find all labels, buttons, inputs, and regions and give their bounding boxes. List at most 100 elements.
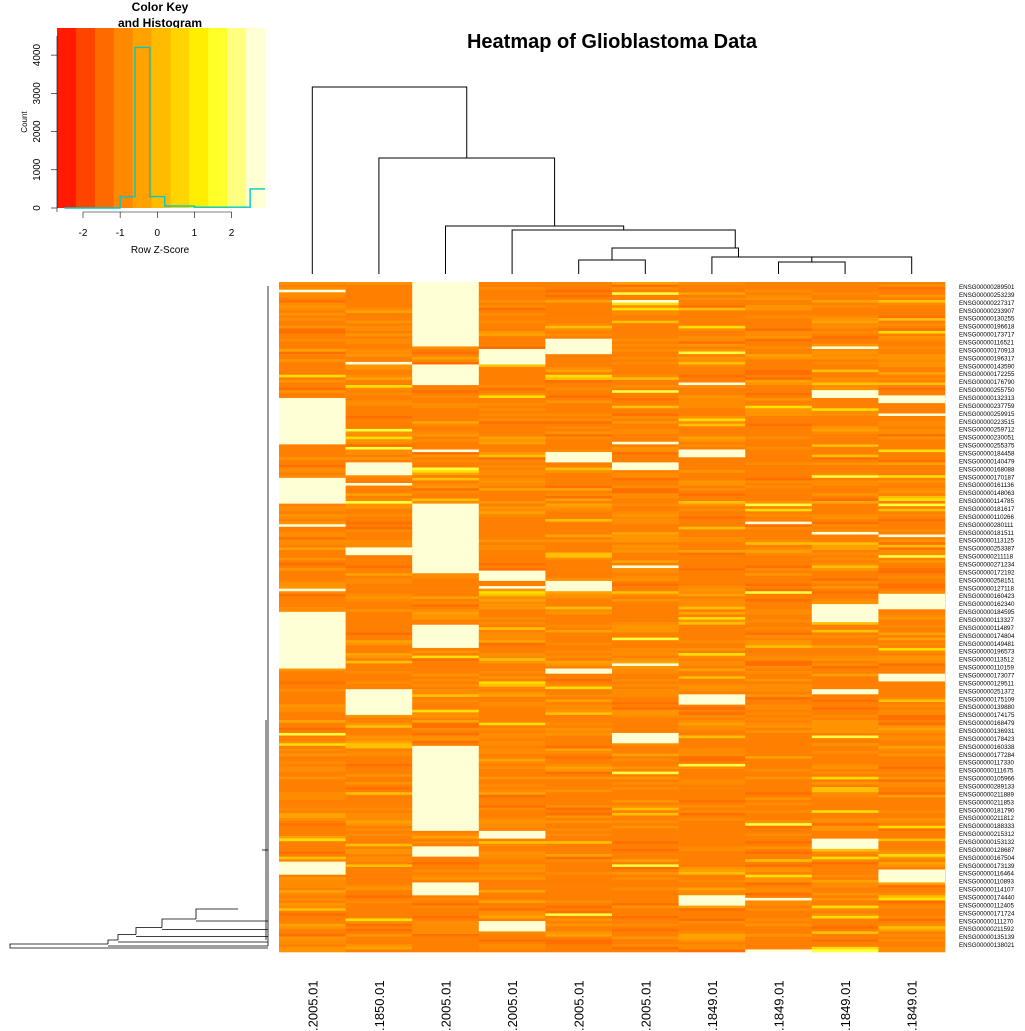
heatmap-cell xyxy=(412,488,480,492)
heatmap-cell-high xyxy=(412,882,479,896)
heatmap-cell xyxy=(878,629,946,633)
heatmap-cell xyxy=(545,374,613,378)
heatmap-cell xyxy=(478,562,546,566)
heatmap-cell xyxy=(412,346,480,350)
heatmap-cell xyxy=(811,418,879,422)
heatmap-cell xyxy=(279,282,346,285)
heatmap-cell xyxy=(878,578,946,582)
heatmap-cell xyxy=(545,480,613,484)
heatmap-cell xyxy=(745,555,813,559)
heatmap-cell xyxy=(345,506,413,510)
heatmap-cell xyxy=(545,624,613,628)
heatmap-cell xyxy=(279,905,346,909)
heatmap-cell xyxy=(878,307,946,311)
heatmap-cell xyxy=(345,751,413,754)
heatmap-cell xyxy=(279,580,346,584)
heatmap-cell xyxy=(811,426,879,430)
heatmap-cell xyxy=(279,452,346,455)
heatmap-cell xyxy=(811,869,879,873)
heatmap-cell xyxy=(745,287,813,291)
heatmap-cell xyxy=(545,769,613,772)
heatmap-cell xyxy=(811,866,879,870)
heatmap-cell xyxy=(745,794,813,798)
heatmap-cell xyxy=(478,660,546,664)
heatmap-cell xyxy=(678,758,746,762)
heatmap-cell xyxy=(678,843,746,847)
heatmap-cell xyxy=(412,454,480,458)
heatmap-cell xyxy=(545,926,613,930)
heatmap-cell xyxy=(545,892,613,896)
heatmap-cell xyxy=(678,632,746,636)
heatmap-cell xyxy=(745,802,813,806)
heatmap-cell xyxy=(279,302,346,306)
column-label: .1849.01 xyxy=(905,980,920,1031)
heatmap-cell xyxy=(678,802,746,806)
heatmap-cell xyxy=(412,606,480,610)
heatmap-cell xyxy=(678,933,746,937)
heatmap-cell xyxy=(811,583,879,587)
heatmap-cell xyxy=(545,882,613,886)
heatmap-cell xyxy=(279,805,346,808)
heatmap-cell xyxy=(745,892,813,896)
heatmap-cell xyxy=(478,709,546,713)
heatmap-cell xyxy=(478,668,546,672)
heatmap-cell xyxy=(612,815,679,819)
heatmap-cell xyxy=(478,405,546,409)
heatmap-cell xyxy=(545,333,613,337)
heatmap-cell xyxy=(412,665,480,669)
heatmap-cell xyxy=(545,521,613,525)
heatmap-cell xyxy=(345,681,413,685)
heatmap-cell xyxy=(345,908,413,912)
row-label: ENSG00000114897 xyxy=(959,625,1014,632)
color-key-swatch xyxy=(189,28,209,208)
heatmap-cell xyxy=(878,830,946,834)
heatmap-cell xyxy=(545,568,613,571)
heatmap-cell xyxy=(345,413,413,417)
heatmap-cell xyxy=(345,915,413,919)
heatmap-cell xyxy=(545,598,613,602)
heatmap-cell xyxy=(612,575,679,579)
heatmap-cell xyxy=(745,457,813,461)
heatmap-cell xyxy=(545,578,613,582)
heatmap-cell xyxy=(878,446,946,450)
heatmap-cell xyxy=(279,825,346,829)
heatmap-cell xyxy=(545,676,613,680)
heatmap-cell xyxy=(612,635,679,638)
row-label: ENSG00000255375 xyxy=(959,443,1015,450)
heatmap-cell-high xyxy=(279,611,346,669)
heatmap-cell xyxy=(478,611,546,615)
heatmap-cell xyxy=(878,382,946,386)
heatmap-cell xyxy=(478,300,546,303)
heatmap-cell xyxy=(545,802,613,806)
heatmap-cell xyxy=(678,377,746,381)
heatmap-cell xyxy=(412,895,480,899)
heatmap-cell xyxy=(745,343,813,347)
heatmap-cell xyxy=(345,740,413,744)
heatmap-cell xyxy=(878,318,946,321)
heatmap-cell xyxy=(345,720,413,723)
heatmap-cell xyxy=(612,410,679,414)
heatmap-cell xyxy=(678,593,746,597)
heatmap-cell xyxy=(878,550,946,553)
heatmap-cell xyxy=(811,779,879,783)
heatmap-cell xyxy=(478,434,546,437)
heatmap-cell xyxy=(545,552,613,556)
heatmap-cell xyxy=(412,910,480,914)
heatmap-cell xyxy=(811,408,879,412)
heatmap-cell xyxy=(811,885,879,888)
heatmap-cell xyxy=(612,346,679,350)
heatmap-cell xyxy=(878,771,946,775)
heatmap-cell xyxy=(878,815,946,819)
heatmap-cell xyxy=(345,617,413,620)
heatmap-cell xyxy=(878,410,946,414)
heatmap-cell xyxy=(478,933,546,937)
heatmap-cell xyxy=(745,609,813,613)
heatmap-cell xyxy=(878,328,946,332)
row-label: ENSG00000211812 xyxy=(959,815,1014,822)
heatmap-cell xyxy=(878,506,946,510)
heatmap-cell xyxy=(678,441,746,445)
heatmap-cell xyxy=(678,333,746,337)
heatmap-cell xyxy=(279,725,346,729)
heatmap-cell xyxy=(678,428,746,432)
heatmap-cell xyxy=(412,436,480,440)
